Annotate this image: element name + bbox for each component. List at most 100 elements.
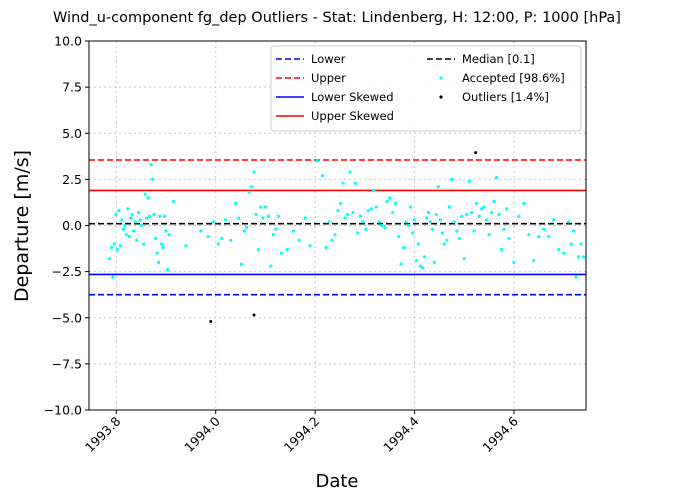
accepted-point — [537, 234, 541, 239]
y-tick-label: −7.5 — [52, 356, 82, 371]
accepted-point — [285, 247, 289, 252]
accepted-point — [239, 262, 244, 266]
data-points — [107, 151, 586, 323]
accepted-point — [133, 220, 137, 224]
accepted-point — [455, 229, 459, 233]
accepted-point — [432, 260, 437, 264]
accepted-point — [388, 196, 392, 200]
accepted-point — [333, 233, 337, 237]
accepted-point — [492, 199, 496, 204]
accepted-point — [149, 163, 153, 167]
accepted-point — [457, 236, 461, 241]
accepted-point — [426, 210, 431, 215]
accepted-point — [402, 246, 406, 250]
accepted-point — [353, 181, 357, 185]
accepted-point — [126, 207, 130, 211]
accepted-point — [153, 236, 158, 241]
accepted-point — [497, 212, 501, 217]
accepted-point — [410, 231, 415, 235]
accepted-point — [274, 227, 278, 231]
accepted-point — [517, 214, 521, 218]
accepted-point — [206, 234, 210, 239]
accepted-point — [256, 247, 261, 252]
legend-label: Lower Skewed — [311, 90, 394, 104]
accepted-point — [161, 246, 165, 250]
accepted-point — [220, 236, 224, 241]
accepted-point — [372, 188, 376, 193]
x-axis-label: Date — [315, 471, 358, 492]
accepted-point — [276, 214, 280, 218]
legend-label: Outliers [1.4%] — [462, 90, 549, 104]
accepted-point — [494, 175, 499, 180]
accepted-point — [547, 234, 551, 239]
accepted-point — [472, 229, 476, 233]
accepted-point — [148, 214, 152, 218]
y-tick-label: 2.5 — [62, 172, 82, 187]
accepted-point — [369, 207, 373, 211]
accepted-point — [249, 185, 254, 189]
accepted-point — [263, 205, 268, 209]
accepted-point — [434, 212, 439, 217]
accepted-point — [112, 242, 116, 246]
accepted-point — [216, 242, 220, 246]
accepted-point — [361, 220, 365, 224]
accepted-point — [142, 242, 146, 246]
accepted-point — [391, 210, 395, 215]
outlier-point — [209, 319, 213, 323]
accepted-point — [452, 220, 456, 224]
accepted-point — [532, 258, 536, 263]
accepted-point — [465, 212, 469, 217]
accepted-point — [374, 205, 378, 209]
accepted-point — [297, 238, 301, 242]
accepted-point — [406, 223, 411, 228]
legend-marker — [439, 76, 443, 80]
accepted-point — [397, 234, 401, 239]
y-tick-label: 5.0 — [62, 126, 82, 141]
legend-label: Accepted [98.6%] — [462, 71, 565, 85]
accepted-point — [291, 229, 295, 233]
outlier-point — [474, 151, 478, 155]
accepted-point — [199, 229, 203, 233]
accepted-point — [499, 247, 504, 252]
y-tick-label: −10.0 — [44, 403, 82, 418]
accepted-point — [460, 214, 464, 218]
accepted-point — [330, 238, 334, 242]
accepted-point — [480, 207, 484, 211]
accepted-point — [132, 229, 136, 233]
accepted-point — [416, 242, 421, 246]
accepted-point — [167, 233, 171, 237]
y-axis-label: Departure [m/s] — [11, 150, 33, 302]
accepted-point — [576, 255, 581, 259]
accepted-point — [343, 216, 347, 220]
x-tick-label: 1994.0 — [181, 413, 223, 455]
accepted-point — [156, 260, 161, 264]
accepted-point — [158, 214, 162, 218]
accepted-point — [424, 216, 429, 220]
y-tick-label: 10.0 — [54, 34, 82, 49]
accepted-point — [380, 223, 384, 228]
y-tick-label: 0.0 — [62, 218, 82, 233]
accepted-point — [438, 218, 442, 222]
accepted-point — [399, 262, 403, 266]
accepted-point — [118, 244, 122, 248]
accepted-point — [489, 210, 494, 215]
accepted-point — [303, 216, 307, 220]
accepted-point — [145, 216, 149, 220]
accepted-point — [345, 212, 350, 217]
accepted-point — [507, 236, 511, 241]
accepted-point — [408, 205, 413, 209]
accepted-point — [394, 201, 398, 205]
accepted-point — [569, 242, 573, 246]
accepted-point — [279, 251, 283, 255]
accepted-point — [341, 181, 345, 185]
accepted-point — [567, 220, 571, 224]
accepted-point — [242, 229, 247, 233]
accepted-point — [324, 246, 328, 250]
accepted-point — [512, 260, 516, 264]
accepted-point — [477, 214, 481, 218]
accepted-point — [111, 275, 115, 279]
accepted-point — [211, 220, 215, 224]
accepted-point — [383, 225, 387, 229]
accepted-point — [129, 216, 133, 220]
